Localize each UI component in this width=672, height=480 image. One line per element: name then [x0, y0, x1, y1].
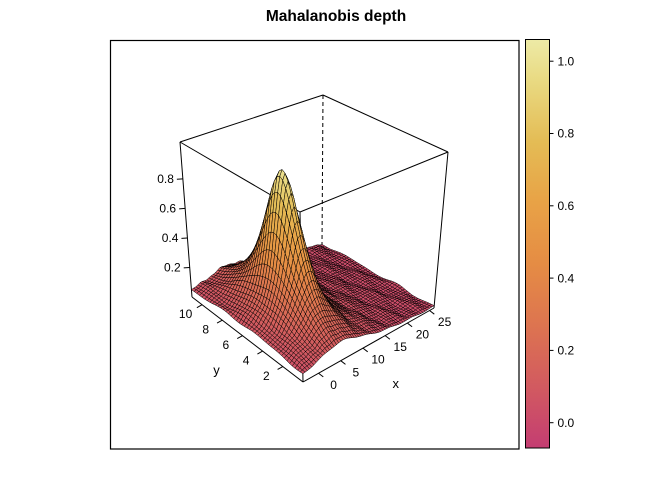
y-tick-mark	[257, 350, 263, 355]
x-tick-mark	[318, 372, 324, 378]
x-tick-mark	[340, 360, 346, 365]
plot-frame	[109, 39, 520, 450]
y-tick-mark	[277, 366, 284, 370]
x-tick-label: 25	[438, 315, 452, 329]
y-tick-label: 6	[223, 338, 230, 352]
z-tick-label: 0.4	[162, 231, 179, 245]
x-tick-label: 5	[352, 365, 359, 379]
colorbar-tick-label: 0.8	[558, 127, 575, 141]
y-tick-mark	[236, 335, 243, 340]
colorbar-tick-label: 0.0	[558, 416, 575, 430]
colorbar: 1.0 0.8 0.6 0.4 0.2 0.0	[525, 39, 575, 449]
colorbar-tick-label: 1.0	[558, 54, 575, 68]
y-tick-label: 4	[243, 353, 250, 367]
box-edge	[302, 307, 435, 383]
colorbar-tick-label: 0.4	[558, 271, 575, 285]
z-tick-label: 0.2	[164, 261, 181, 275]
x-tick-label: 15	[394, 340, 408, 354]
box-edge	[433, 151, 449, 309]
x-tick-mark	[384, 335, 391, 340]
y-tick-label: 10	[179, 307, 193, 321]
x-tick-label: 20	[416, 328, 430, 342]
box-edge	[179, 141, 193, 298]
y-tick-mark	[196, 304, 203, 309]
x-tick-mark	[407, 322, 413, 328]
box-edge	[191, 296, 304, 383]
x-tick-mark	[429, 310, 435, 315]
x-axis-label: x	[393, 376, 400, 391]
surface-mesh	[191, 169, 435, 374]
y-axis-label: y	[213, 363, 220, 378]
colorbar-tick-label: 0.6	[558, 199, 575, 213]
chart-title: Mahalanobis depth	[266, 8, 406, 25]
x-tick-mark	[362, 347, 368, 353]
y-tick-label: 2	[263, 369, 270, 383]
surface-facet	[299, 369, 306, 374]
colorbar-bar	[525, 39, 550, 449]
z-tick-label: 0.6	[159, 201, 176, 215]
z-tick-label: 0.8	[157, 172, 174, 186]
y-tick-mark	[216, 319, 223, 324]
x-tick-label: 10	[371, 353, 385, 367]
box-edge	[299, 151, 449, 213]
y-tick-label: 8	[202, 323, 209, 337]
box-edge	[322, 94, 449, 153]
box-edge	[179, 94, 324, 143]
x-tick-label: 0	[330, 378, 337, 392]
colorbar-tick-label: 0.2	[558, 344, 575, 358]
